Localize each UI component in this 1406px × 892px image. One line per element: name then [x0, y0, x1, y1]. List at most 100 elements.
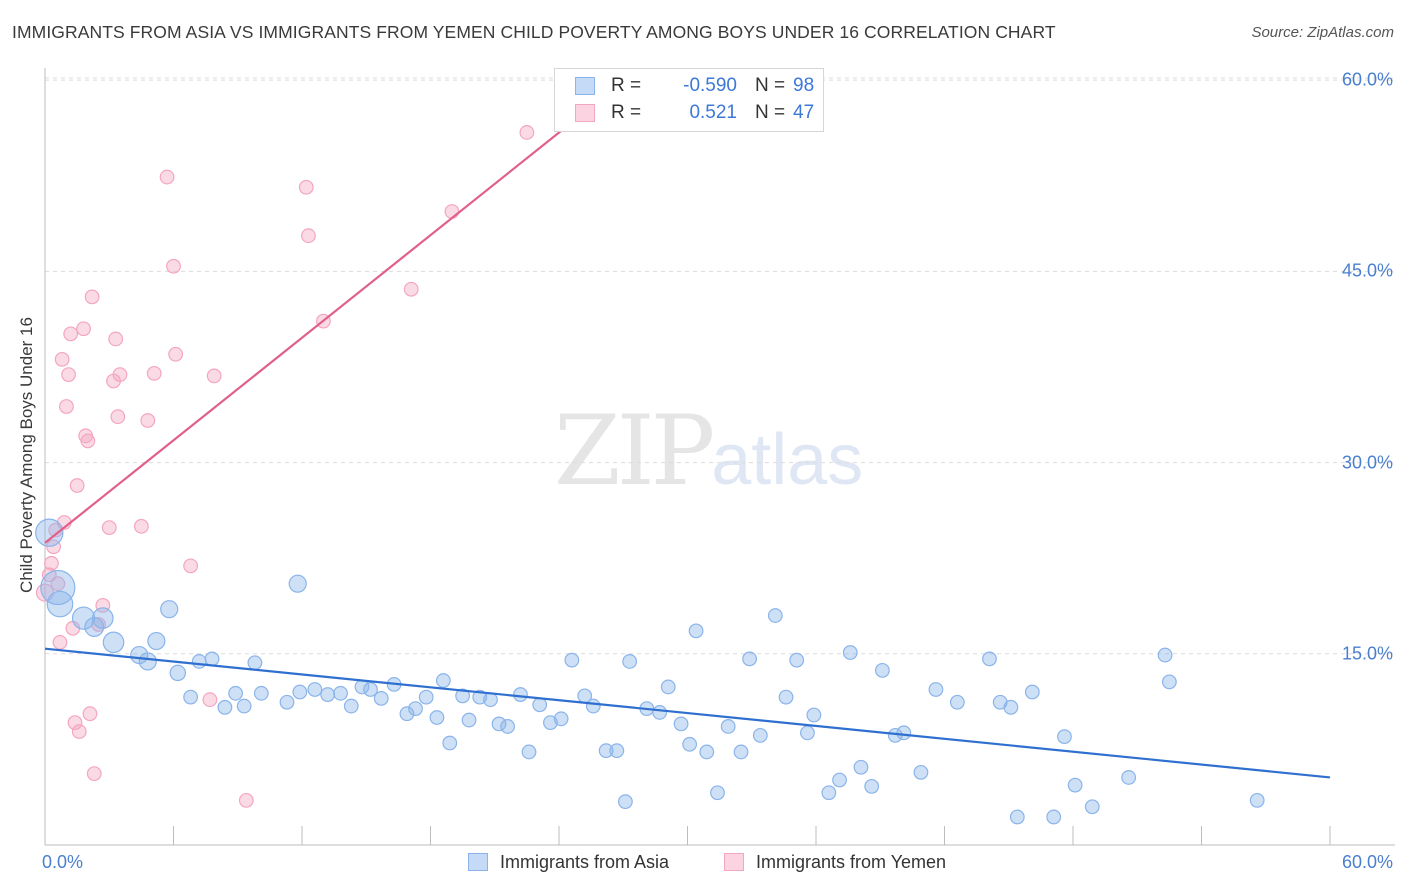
series-asia-points: [35, 518, 1265, 825]
data-point: [54, 351, 70, 367]
bottom-legend-label-asia: Immigrants from Asia: [500, 852, 670, 872]
data-point: [513, 687, 528, 702]
legend-r-label: R =: [611, 102, 642, 123]
correlation-legend: R = -0.590 N = 98 R = 0.521 N = 47: [554, 68, 824, 132]
data-point: [46, 590, 74, 618]
trend-lines: [44, 111, 1331, 779]
data-point: [108, 331, 124, 347]
data-point: [307, 682, 323, 697]
data-point: [733, 744, 749, 760]
legend-r-value-yemen: 0.521: [689, 102, 737, 123]
data-point: [913, 764, 929, 780]
data-point: [110, 409, 126, 425]
legend-swatch-asia: [575, 77, 595, 95]
data-point: [82, 706, 98, 722]
data-point: [320, 687, 336, 702]
data-point: [660, 679, 676, 695]
data-point: [288, 574, 307, 593]
trend-line: [44, 647, 1331, 779]
data-point: [821, 785, 837, 801]
data-point: [333, 685, 348, 701]
y-tick-label: 60.0%: [1341, 69, 1393, 90]
data-point: [133, 518, 149, 534]
data-point: [688, 623, 704, 639]
data-point: [800, 725, 815, 741]
legend-r-value-asia: -0.590: [683, 75, 737, 96]
data-point: [1161, 674, 1177, 690]
data-point: [1157, 647, 1173, 663]
data-point: [247, 655, 263, 671]
legend-r-label: R =: [611, 75, 642, 96]
data-point: [874, 662, 890, 678]
y-tick-label: 15.0%: [1341, 643, 1393, 664]
data-point: [373, 691, 389, 706]
data-point: [217, 699, 233, 715]
bottom-legend-asia: Immigrants from Asia: [468, 852, 669, 873]
data-point: [138, 652, 157, 671]
data-point: [363, 682, 378, 697]
bottom-legend-label-yemen: Immigrants from Yemen: [756, 852, 947, 872]
legend-n-label: N =: [755, 75, 786, 96]
data-point: [112, 367, 128, 383]
source-label: Source: ZipAtlas.com: [1251, 24, 1394, 41]
data-point: [86, 766, 102, 782]
data-point: [61, 367, 76, 383]
data-point: [140, 413, 156, 428]
data-point: [292, 684, 308, 700]
data-point: [622, 654, 638, 669]
data-point: [166, 258, 181, 274]
data-point: [752, 727, 768, 743]
data-point: [710, 785, 725, 801]
data-point: [553, 711, 569, 727]
data-point: [864, 778, 880, 794]
data-point: [585, 698, 601, 714]
data-point: [673, 716, 689, 732]
data-point: [806, 707, 822, 723]
data-point: [682, 736, 698, 752]
data-point: [76, 321, 91, 337]
data-point: [842, 645, 858, 660]
data-point: [50, 576, 66, 592]
data-point: [40, 569, 76, 606]
data-point: [183, 689, 199, 705]
data-point: [1067, 777, 1083, 793]
x-tick-label-max: 60.0%: [1341, 852, 1393, 872]
legend-n-value-asia: 98: [793, 75, 815, 96]
data-point: [59, 399, 74, 414]
data-point: [461, 712, 477, 728]
data-point: [298, 179, 314, 195]
data-point: [483, 692, 498, 708]
data-point: [532, 697, 548, 713]
series-yemen-points: [35, 125, 535, 808]
data-point: [1024, 684, 1040, 700]
data-point: [102, 631, 125, 654]
data-point: [564, 652, 580, 668]
data-point: [169, 664, 187, 682]
data-point: [832, 772, 847, 788]
data-point: [63, 326, 79, 342]
y-axis-label: Child Poverty Among Boys Under 16: [17, 317, 36, 593]
data-point: [1249, 792, 1265, 808]
data-point: [204, 651, 220, 667]
data-point: [101, 520, 117, 535]
data-point: [418, 689, 434, 705]
data-point: [519, 125, 535, 140]
data-point: [521, 744, 537, 760]
data-point: [228, 685, 244, 701]
data-point: [1057, 729, 1072, 745]
data-point: [399, 706, 415, 722]
data-point: [206, 368, 222, 384]
data-point: [408, 701, 423, 717]
data-point: [1009, 809, 1025, 825]
data-point: [35, 518, 64, 547]
data-point: [1121, 770, 1137, 785]
data-point: [1046, 809, 1062, 825]
bottom-legend-yemen: Immigrants from Yemen: [724, 852, 946, 873]
data-point: [896, 725, 912, 741]
chart-title: IMMIGRANTS FROM ASIA VS IMMIGRANTS FROM …: [12, 22, 1056, 42]
data-point: [168, 346, 184, 362]
data-point: [455, 688, 471, 704]
data-point: [202, 692, 218, 708]
axes: [44, 68, 1395, 846]
data-point: [238, 792, 254, 808]
